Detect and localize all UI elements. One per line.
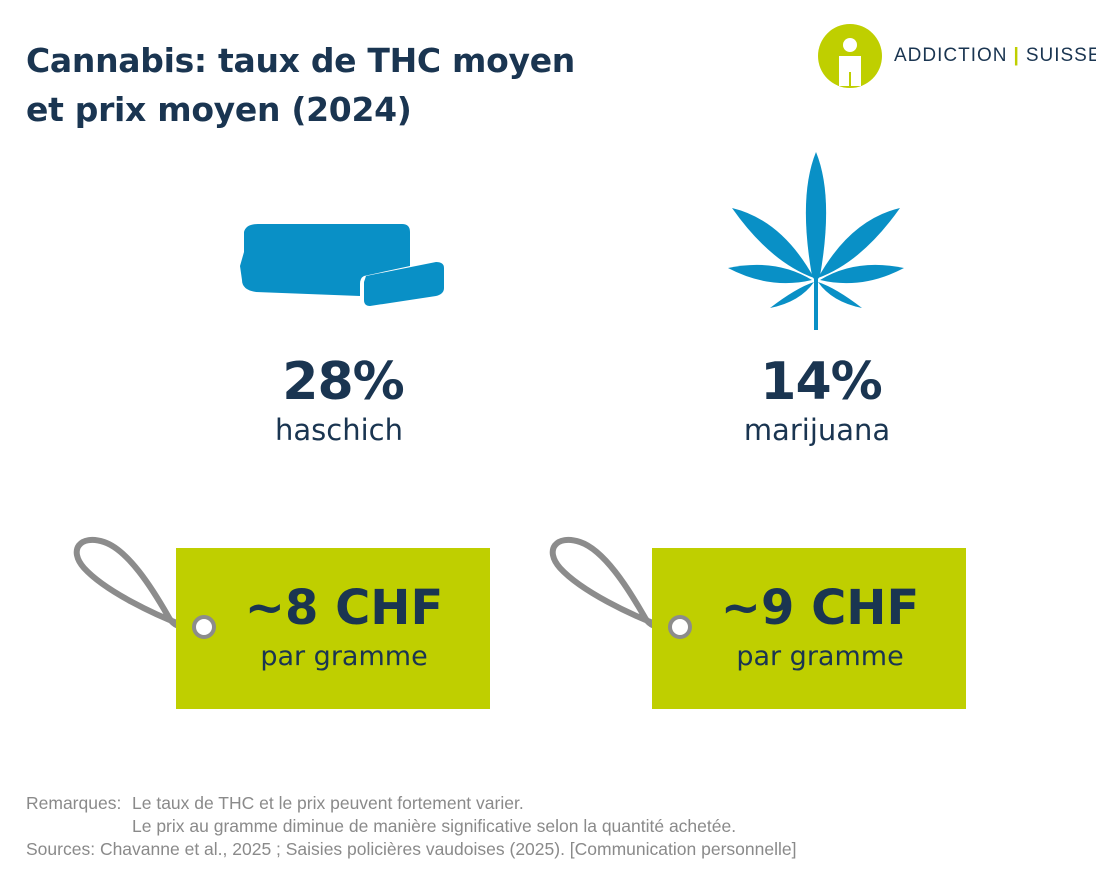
title-line-2: et prix moyen (2024): [26, 90, 412, 129]
remark-row-2: Le prix au gramme diminue de manière sig…: [26, 815, 796, 838]
tag-string-icon: [549, 536, 689, 631]
logo-separator: |: [1013, 45, 1020, 66]
price-marijuana: ~9 CHF: [720, 580, 920, 636]
thc-value-marijuana: 14%: [760, 352, 882, 412]
price-tag-haschich: [176, 548, 490, 709]
remarks-label: Remarques:: [26, 793, 122, 813]
sources-text: Chavanne et al., 2025 ; Saisies policièr…: [99, 839, 797, 859]
price-tag-marijuana: [652, 548, 966, 709]
footnotes: Remarques: Le taux de THC et le prix peu…: [26, 792, 796, 861]
tag-string-icon: [73, 536, 213, 631]
page-title: Cannabis: taux de THC moyen et prix moye…: [26, 36, 666, 134]
product-label-marijuana: marijuana: [743, 413, 891, 447]
price-unit-marijuana: par gramme: [736, 641, 904, 672]
tag-hole-icon: [668, 615, 692, 639]
sources-row: Sources: Chavanne et al., 2025 ; Saisies…: [26, 838, 796, 861]
hashish-block-icon: [240, 224, 444, 306]
cannabis-leaf-icon: [728, 152, 904, 330]
logo-text-addiction: ADDICTION: [894, 45, 1008, 66]
tag-hole-icon: [192, 615, 216, 639]
product-label-haschich: haschich: [275, 413, 403, 447]
price-haschich: ~8 CHF: [244, 580, 444, 636]
remark-row-1: Remarques: Le taux de THC et le prix peu…: [26, 792, 796, 815]
price-unit-haschich: par gramme: [260, 641, 428, 672]
sources-label: Sources:: [26, 839, 96, 859]
addiction-suisse-logo: ADDICTION | SUISSE: [818, 24, 1096, 88]
logo-mark-icon: [818, 24, 882, 88]
logo-text-suisse: SUISSE: [1025, 45, 1096, 66]
title-line-1: Cannabis: taux de THC moyen: [26, 41, 575, 80]
remark-text-2: Le prix au gramme diminue de manière sig…: [132, 816, 737, 836]
remark-text-1: Le taux de THC et le prix peuvent fortem…: [132, 793, 524, 813]
thc-value-haschich: 28%: [282, 352, 404, 412]
